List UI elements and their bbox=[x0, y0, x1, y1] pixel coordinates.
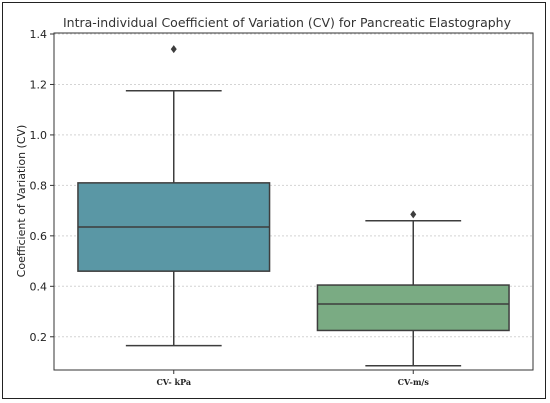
x-tick-label: CV- kPa bbox=[156, 377, 191, 387]
y-axis-ticks: 0.2 0.4 0.6 0.8 1.0 1.2 1.4 bbox=[30, 28, 54, 344]
y-tick-label: 1.0 bbox=[30, 129, 48, 142]
box-group-cv-ms bbox=[316, 210, 510, 367]
y-tick-label: 0.4 bbox=[30, 280, 48, 293]
x-axis-ticks: CV- kPa CV-m/s bbox=[156, 370, 429, 387]
y-tick-label: 0.2 bbox=[30, 331, 48, 344]
box-iqr bbox=[316, 284, 510, 332]
y-tick-label: 1.4 bbox=[30, 28, 48, 41]
y-tick-label: 1.2 bbox=[30, 78, 48, 91]
boxes bbox=[77, 45, 510, 367]
box-group-cv-kpa bbox=[77, 45, 271, 347]
plot-area-border bbox=[53, 32, 534, 371]
outlier-point bbox=[170, 45, 177, 54]
chart-title: Intra-individual Coefficient of Variatio… bbox=[63, 15, 512, 30]
y-tick-label: 0.8 bbox=[30, 179, 48, 192]
y-tick-label: 0.6 bbox=[30, 230, 48, 243]
x-tick-label: CV-m/s bbox=[398, 377, 430, 387]
outlier-point bbox=[410, 210, 417, 219]
y-axis-label: Coefficient of Variation (CV) bbox=[15, 125, 28, 278]
